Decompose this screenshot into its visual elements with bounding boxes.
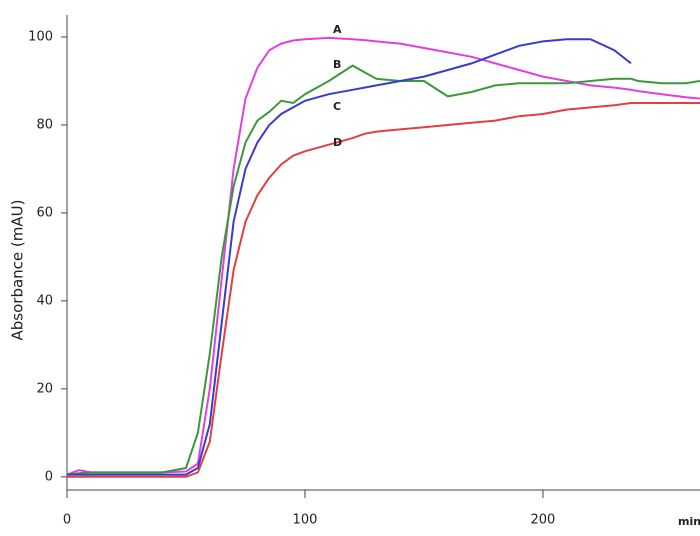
y-axis-label: Absorbance (mAU)	[9, 200, 27, 341]
x-tick-label: 0	[63, 513, 71, 528]
series-label: A	[333, 23, 342, 36]
series-line	[66, 64, 700, 476]
series-line	[66, 36, 700, 476]
x-tick-label: 100	[293, 513, 318, 528]
y-tick-label: 40	[36, 293, 53, 308]
y-tick-label: 60	[36, 205, 53, 220]
y-tick-label: 0	[45, 469, 53, 484]
series-label: B	[333, 58, 341, 71]
x-axis-label: min.	[678, 515, 700, 528]
y-tick-label: 80	[36, 117, 53, 132]
series-line	[67, 38, 632, 476]
series-label: D	[333, 136, 342, 149]
x-tick-label: 200	[531, 513, 556, 528]
series-line	[67, 102, 700, 478]
y-tick-label: 20	[36, 381, 53, 396]
series-label: C	[333, 100, 341, 113]
y-tick-label: 100	[28, 29, 53, 44]
